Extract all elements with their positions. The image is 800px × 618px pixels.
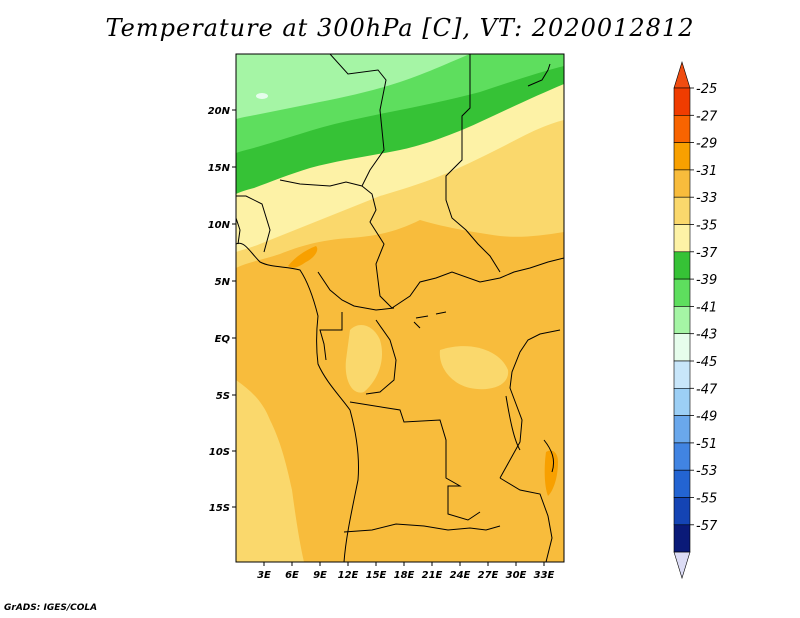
patch-minus-43 [256,93,268,99]
colorbar-label: -31 [696,164,717,179]
colorbar-label: -47 [696,382,718,397]
colorbar-label: -33 [696,191,717,206]
lat-label: 15S [209,503,230,514]
map-title: Temperature at 300hPa [C], VT: 202001281… [105,14,695,42]
colorbar-top-arrow [673,60,691,89]
band-minus-31-southwest [236,380,304,562]
patch-minus-27-cameroon [288,246,318,268]
lat-label: 5S [216,391,230,402]
red-sea-coast [527,63,551,87]
lon-label: 3E [257,570,271,581]
patch-minus-31-east [439,346,509,390]
lat-label: 10N [208,220,231,231]
colorbar-label: -51 [696,437,717,452]
colorbar-swatch [673,415,691,444]
border-niger-nigeria [279,179,363,187]
lat-label: EQ [215,334,231,345]
lake-fragments [413,311,447,329]
border-benin [236,195,271,253]
lat-label: 10S [209,447,230,458]
lat-label: 15N [208,163,231,174]
colorbar-swatch [673,87,691,116]
lon-label: 15E [366,570,387,581]
colorbar-label: -39 [696,273,717,288]
lon-label: 6E [285,570,299,581]
atlantic-coastline [236,242,359,562]
colorbar-swatch [673,333,691,362]
border-gabon [319,312,343,361]
border-namibia [343,523,501,533]
colorbar-bottom-arrow [673,551,691,580]
colorbar-label: -29 [696,137,717,152]
colorbar-label: -57 [696,519,718,534]
map-frame [235,53,565,563]
colorbar-swatch [673,278,691,307]
lon-label: 30E [506,570,527,581]
colorbar-label: -55 [696,492,717,507]
colorbar-label: -41 [696,300,717,315]
colorbar-swatch [673,306,691,334]
colorbar-swatch [673,115,691,143]
border-togo [236,217,241,245]
patch-minus-31-congo [345,325,383,393]
colorbar-swatch [673,196,691,225]
colorbar-swatch [673,169,691,198]
border-chad-car [329,54,564,309]
footer-credit: GrADS: IGES/COLA [4,603,98,613]
colorbar-label: -43 [696,328,717,343]
lon-label: 33E [534,570,555,581]
colorbar-label: -45 [696,355,717,370]
colorbar-swatch [673,524,691,553]
colorbar-swatch [673,387,691,416]
border-angola-drc [349,401,481,521]
colorbar-label: -53 [696,464,717,479]
colorbar-label: -27 [696,109,718,124]
border-sudan-west [445,54,501,273]
colorbar: -25 -27 -29 -31 -33 -35 -37 -39 -41 -43 -45 -47 -49 -… [673,60,718,580]
temperature-field [236,54,564,562]
country-boundaries [236,54,564,562]
colorbar-label: -35 [696,219,717,234]
border-congo [365,319,397,395]
colorbar-swatch [673,360,691,389]
lake-tanganyika-malawi [505,395,555,473]
lon-label: 21E [422,570,443,581]
border-great-lakes [499,329,561,479]
border-zambia-mozambique [499,477,553,562]
lon-label: 12E [338,570,359,581]
lon-label: 18E [394,570,415,581]
colorbar-swatch [673,142,691,171]
colorbar-swatch [673,224,691,253]
lat-label: 20N [208,106,231,117]
lon-label: 24E [450,570,471,581]
patch-minus-27-mozambique [544,450,558,496]
lon-label: 9E [313,570,327,581]
longitude-axis: 3E 6E 9E 12E 15E 18E 21E 24E 27E 30E 33E [257,562,555,581]
colorbar-label: -25 [696,82,717,97]
colorbar-label: -37 [696,246,718,261]
border-cameroon-south [317,271,395,311]
colorbar-swatch [673,442,691,471]
colorbar-swatch [673,251,691,280]
colorbar-swatch [673,497,691,526]
colorbar-label: -49 [696,410,717,425]
colorbar-swatch [673,469,691,498]
lon-label: 27E [478,570,499,581]
lat-label: 5N [215,277,231,288]
latitude-axis: 20N 15N 10N 5N EQ 5S 10S 15S [208,106,236,514]
band-minus-41 [236,54,470,119]
